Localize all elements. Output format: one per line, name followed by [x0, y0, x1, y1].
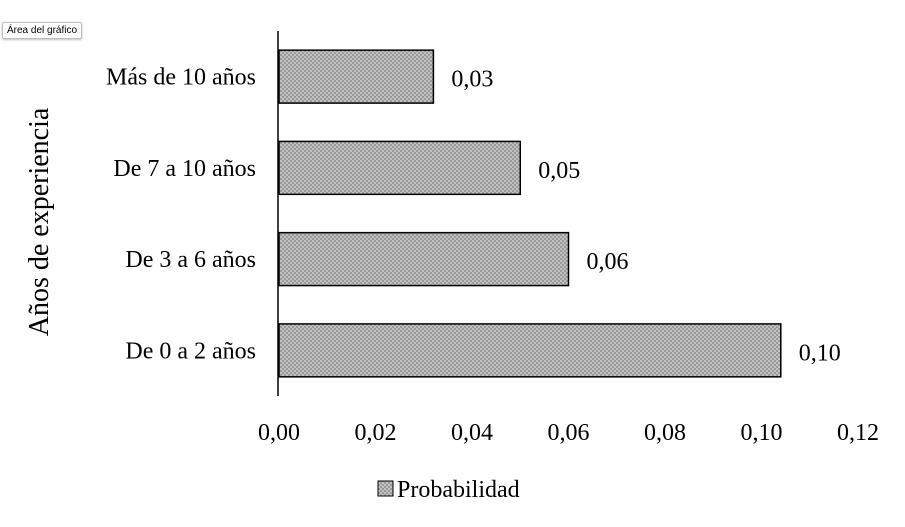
y-axis-title-group: Años de experiencia: [24, 107, 55, 336]
category-labels: De 0 a 2 años De 3 a 6 años De 7 a 10 años…: [106, 65, 256, 365]
legend-label: Probabilidad: [397, 477, 520, 503]
category-label: De 7 a 10 años: [113, 156, 256, 182]
category-label: De 0 a 2 años: [125, 338, 256, 364]
data-label: 0,05: [538, 158, 580, 184]
x-tick-label: 0,10: [741, 420, 783, 446]
category-label: De 3 a 6 años: [125, 247, 256, 273]
x-tick-label: 0,02: [355, 420, 397, 446]
x-tick-label: 0,04: [451, 420, 493, 446]
y-axis-title: Años de experiencia: [24, 107, 55, 336]
data-labels: 0,10 0,06 0,05 0,03: [451, 67, 840, 367]
x-tick-label: 0,12: [837, 420, 879, 446]
chart-area-tooltip: Área del gráfico: [2, 22, 83, 39]
bar-2: [278, 140, 521, 196]
x-tick-label: 0,06: [548, 420, 590, 446]
category-label: Más de 10 años: [106, 65, 256, 91]
bar-0: [278, 323, 782, 378]
x-tick-labels: 0,00 0,02 0,04 0,06 0,08 0,10 0,12: [258, 420, 879, 446]
data-label: 0,06: [587, 249, 629, 275]
bars-layer: [278, 49, 782, 378]
x-tick-label: 0,08: [644, 420, 686, 446]
data-label: 0,03: [451, 67, 493, 93]
x-tick-label: 0,00: [258, 420, 300, 446]
bar-3: [278, 49, 435, 104]
legend-swatch: [377, 480, 394, 497]
bar-1: [278, 231, 570, 287]
legend: Probabilidad: [377, 477, 520, 503]
data-label: 0,10: [799, 340, 841, 366]
